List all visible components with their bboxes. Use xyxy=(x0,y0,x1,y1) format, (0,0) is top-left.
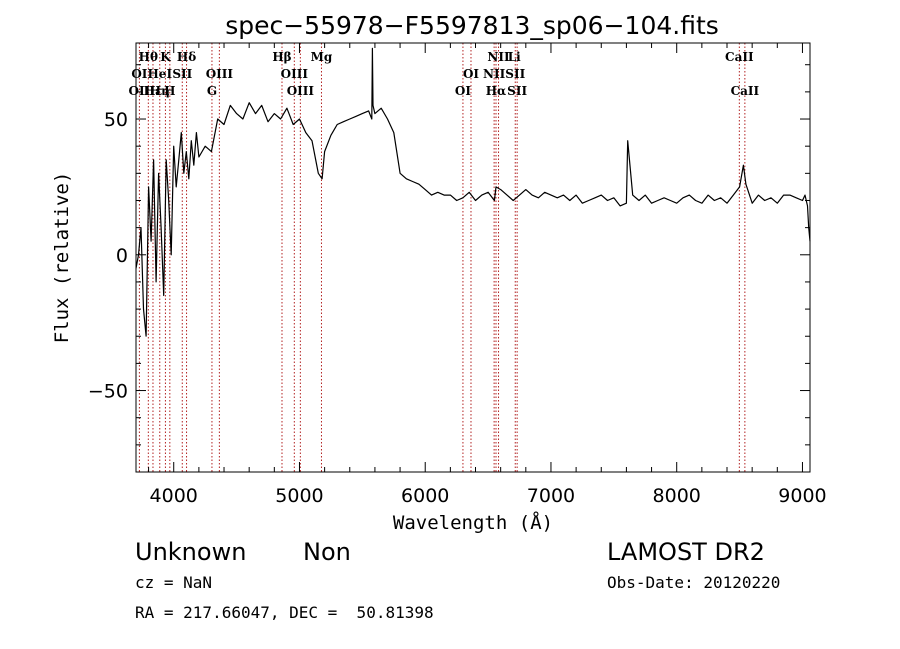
marker-label: G xyxy=(207,84,217,98)
marker-label: OI xyxy=(455,84,471,98)
ra-dec: RA = 217.66047, DEC = 50.81398 xyxy=(135,603,434,622)
marker-label: Hε xyxy=(144,84,163,98)
x-tick-label: 9000 xyxy=(778,485,826,507)
redshift-cz: cz = NaN xyxy=(135,573,213,592)
marker-label: SII xyxy=(507,84,527,98)
marker-label: CaII xyxy=(725,50,754,64)
marker-label: Li xyxy=(508,50,521,64)
survey-name: LAMOST DR2 xyxy=(607,538,765,566)
x-tick-label: 4000 xyxy=(150,485,198,507)
plot-frame xyxy=(135,42,811,473)
marker-label: Mg xyxy=(311,50,333,64)
marker-label: K xyxy=(160,50,171,64)
obs-date: Obs-Date: 20120220 xyxy=(607,573,781,592)
x-tick-label: 7000 xyxy=(527,485,575,507)
x-tick-label: 8000 xyxy=(653,485,701,507)
y-tick-label: 0 xyxy=(116,245,128,267)
marker-label: Hα xyxy=(486,84,507,98)
marker-label: SII xyxy=(505,67,525,81)
marker-label: CaII xyxy=(731,84,760,98)
y-tick-label: −50 xyxy=(88,381,128,403)
marker-label: NII xyxy=(483,67,506,81)
marker-label: Hη xyxy=(150,84,170,98)
x-axis-label: Wavelength (Å) xyxy=(393,511,553,534)
marker-label: OI xyxy=(463,67,479,81)
marker-label: H xyxy=(164,84,175,98)
marker-label: NII xyxy=(487,50,510,64)
y-axis-label: Flux (relative) xyxy=(51,172,73,344)
marker-label: SII xyxy=(172,67,192,81)
marker-label: OII xyxy=(129,84,151,98)
axis-ticks: 4000 5000 6000 7000 8000 9000 −50 0 50 xyxy=(88,43,827,507)
marker-label: HeI xyxy=(147,67,172,81)
object-class: Unknown xyxy=(135,538,247,566)
marker-label: OIII xyxy=(287,84,315,98)
y-tick-label: 50 xyxy=(104,109,128,131)
marker-label: OIII xyxy=(206,67,234,81)
spectrum-series xyxy=(135,47,811,337)
spectrum-line xyxy=(135,47,811,337)
marker-label: Hθ xyxy=(139,50,158,64)
marker-label: Hδ xyxy=(177,50,196,64)
x-tick-label: 6000 xyxy=(401,485,449,507)
marker-label: Hβ xyxy=(272,50,291,64)
chart-title: spec−55978−F5597813_sp06−104.fits xyxy=(225,11,719,40)
object-subclass: Non xyxy=(303,538,351,566)
marker-label: OIII xyxy=(281,67,309,81)
x-tick-label: 5000 xyxy=(275,485,323,507)
marker-label: OI xyxy=(131,67,147,81)
